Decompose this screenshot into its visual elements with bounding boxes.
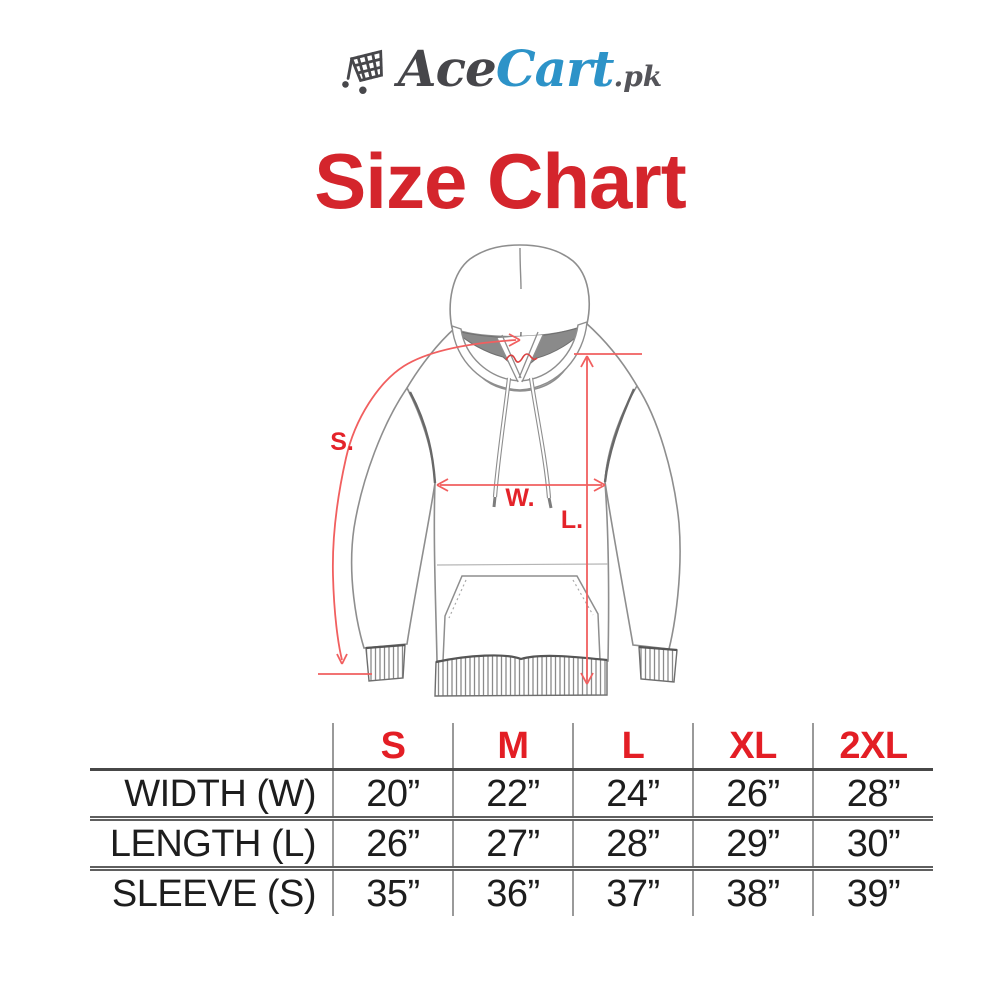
- column-header-xl: XL: [692, 723, 813, 771]
- width-value-xl: 26”: [692, 769, 813, 821]
- page-title: Size Chart: [314, 137, 686, 225]
- length-value-2xl: 30”: [812, 818, 933, 871]
- width-measure-label: W.: [505, 484, 534, 512]
- length-value-xl: 29”: [692, 818, 813, 871]
- sleeve-value-xl: 38”: [692, 868, 813, 916]
- sleeve-value-2xl: 39”: [812, 868, 933, 916]
- length-measure-label: L.: [561, 506, 583, 534]
- table-row-width: WIDTH (W) 20” 22” 24” 26” 28”: [90, 769, 933, 821]
- size-table-header-row: S M L XL 2XL: [90, 723, 933, 771]
- shopping-cart-icon: [341, 49, 383, 94]
- length-value-s: 26”: [332, 818, 453, 871]
- hoodie-measurement-diagram: S. W. L.: [318, 244, 681, 697]
- width-value-s: 20”: [332, 769, 453, 821]
- brand-text-pk: .pk: [613, 60, 663, 93]
- row-label-width: WIDTH (W): [90, 769, 333, 821]
- width-value-2xl: 28”: [812, 769, 933, 821]
- measurement-lines: [318, 333, 642, 685]
- width-value-m: 22”: [452, 769, 573, 821]
- sleeve-value-s: 35”: [332, 868, 453, 916]
- column-header-s: S: [332, 723, 453, 771]
- column-header-m: M: [452, 723, 573, 771]
- sleeve-value-l: 37”: [572, 868, 693, 916]
- brand-text-cart: Cart: [495, 39, 615, 98]
- row-label-sleeve: SLEEVE (S): [111, 872, 317, 915]
- hoodie-illustration: [350, 244, 681, 697]
- size-table: S M L XL 2XL WIDTH (W) 20” 22” 24” 26” 2…: [90, 723, 933, 916]
- sleeve-value-m: 36”: [452, 868, 573, 916]
- length-value-l: 28”: [572, 818, 693, 871]
- size-table-corner-cell: [90, 723, 333, 771]
- length-value-m: 27”: [452, 818, 573, 871]
- column-header-l: L: [572, 723, 693, 771]
- brand-logo: Ace Cart .pk: [0, 44, 1000, 94]
- column-header-2xl: 2XL: [812, 723, 933, 771]
- row-label-length: LENGTH (L): [90, 818, 333, 871]
- table-row-length: LENGTH (L) 26” 27” 28” 29” 30”: [90, 818, 933, 871]
- sleeve-measure-label: S.: [330, 428, 354, 456]
- width-value-l: 24”: [572, 769, 693, 821]
- brand-text-ace: Ace: [397, 39, 497, 98]
- table-row-sleeve: SLEEVE (S) 35” 36” 37” 38” 39”: [90, 868, 933, 916]
- script-signature-icon: [505, 353, 538, 363]
